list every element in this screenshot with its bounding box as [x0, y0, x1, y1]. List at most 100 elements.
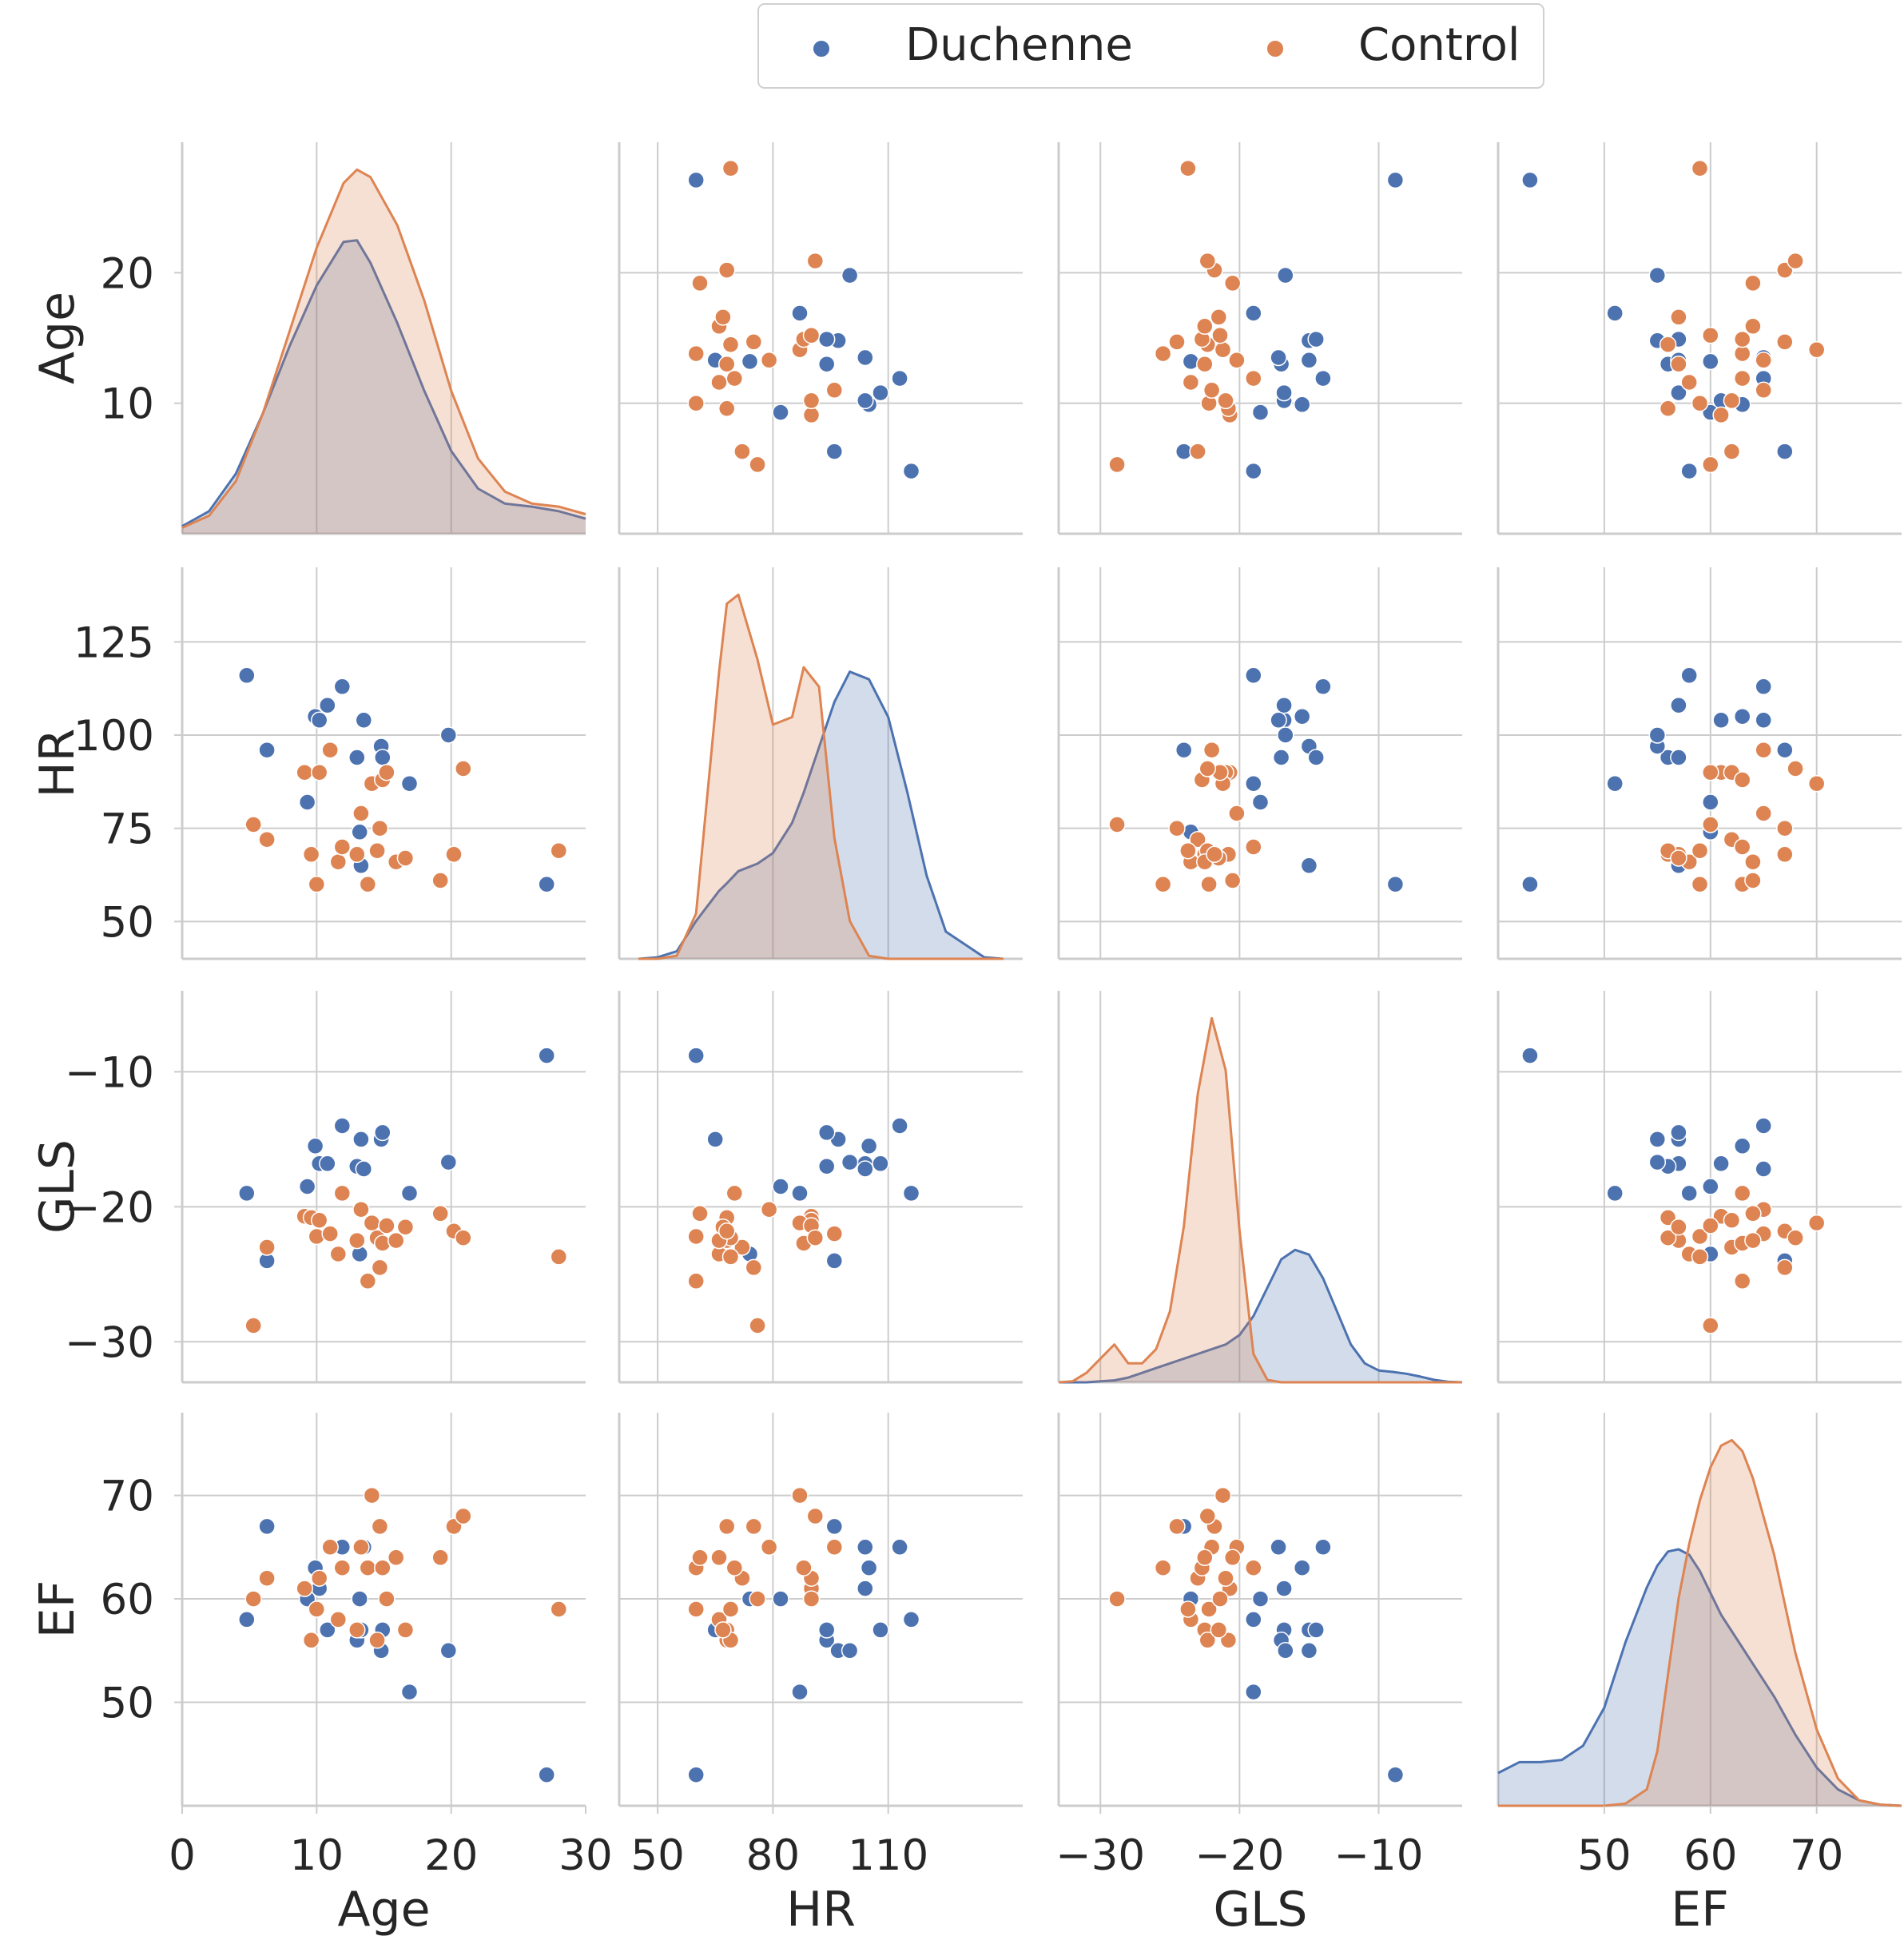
point-duchenne — [1755, 678, 1772, 696]
point-duchenne — [333, 1117, 352, 1135]
point-control — [1733, 771, 1751, 789]
point-duchenne — [817, 1621, 836, 1639]
point-duchenne — [1251, 1590, 1270, 1608]
point-duchenne — [319, 696, 336, 714]
point-control — [359, 1272, 377, 1290]
point-control — [1723, 443, 1741, 460]
point-control — [378, 763, 396, 781]
panel-gls-vs-gls — [1057, 991, 1463, 1384]
point-control — [396, 1621, 415, 1639]
panel-ef-vs-age — [181, 1413, 586, 1807]
point-duchenne — [400, 774, 419, 793]
point-duchenne — [1314, 1538, 1332, 1556]
point-duchenne — [1386, 1766, 1405, 1783]
point-control — [1776, 1258, 1794, 1277]
point-duchenne — [891, 1117, 908, 1135]
point-control — [1200, 875, 1218, 893]
point-duchenne — [817, 355, 836, 373]
point-control — [310, 763, 328, 781]
point-control — [721, 336, 740, 353]
point-control — [1198, 760, 1217, 777]
x-tick-label-age: 30 — [558, 1831, 612, 1880]
point-control — [302, 845, 320, 864]
point-control — [1168, 819, 1186, 837]
point-control — [1168, 1517, 1186, 1536]
panel-hr-vs-ef — [1497, 567, 1902, 960]
point-duchenne — [1606, 304, 1624, 322]
legend-label-control: Control — [1358, 19, 1520, 71]
legend: Duchenne Control — [757, 3, 1544, 89]
kde-line-control — [1058, 1016, 1462, 1384]
x-tick-label-ef: 70 — [1790, 1831, 1843, 1880]
point-duchenne — [1300, 352, 1318, 369]
point-control — [348, 1231, 366, 1250]
point-control — [1702, 326, 1719, 344]
point-duchenne — [1776, 741, 1794, 759]
point-control — [687, 1227, 705, 1246]
point-duchenne — [238, 1184, 256, 1203]
point-duchenne — [860, 1559, 878, 1576]
point-duchenne — [1275, 696, 1293, 714]
point-control — [1202, 741, 1221, 759]
point-control — [687, 1272, 705, 1290]
point-control — [348, 845, 366, 864]
point-control — [308, 1600, 326, 1618]
point-control — [791, 1486, 809, 1505]
point-control — [308, 875, 326, 893]
y-axis-label-hr: HR — [30, 729, 85, 798]
point-duchenne — [817, 1157, 836, 1175]
y-axis-label-age: Age — [30, 292, 85, 384]
point-duchenne — [258, 1517, 276, 1536]
point-control — [749, 1317, 766, 1334]
point-duchenne — [374, 749, 392, 766]
x-tick-label-hr: 110 — [848, 1831, 928, 1880]
point-duchenne — [772, 1178, 789, 1195]
point-control — [258, 830, 276, 849]
x-tick-label-hr: 50 — [630, 1831, 684, 1880]
point-control — [1702, 1317, 1719, 1334]
point-control — [1733, 1184, 1751, 1203]
kde-fill-control — [1498, 1440, 1902, 1806]
point-duchenne — [1245, 774, 1262, 793]
y-tick-label-hr: 50 — [101, 898, 154, 947]
point-control — [687, 344, 705, 363]
point-duchenne — [1275, 384, 1293, 402]
point-control — [1659, 400, 1677, 417]
panel-ef-vs-ef — [1497, 1413, 1902, 1807]
point-control — [1196, 317, 1214, 336]
point-duchenne — [1245, 1611, 1262, 1628]
point-control — [321, 1538, 339, 1556]
point-control — [378, 1590, 396, 1608]
point-control — [1702, 455, 1719, 474]
point-control — [1202, 381, 1221, 400]
point-duchenne — [351, 1590, 368, 1608]
point-duchenne — [1386, 171, 1405, 189]
point-duchenne — [857, 1538, 874, 1556]
point-control — [1702, 816, 1719, 833]
y-tick-label-ef: 50 — [101, 1680, 154, 1728]
point-duchenne — [400, 1683, 419, 1701]
point-duchenne — [1702, 793, 1719, 811]
point-duchenne — [1307, 1621, 1325, 1639]
point-control — [1744, 1205, 1762, 1222]
point-control — [302, 1632, 320, 1649]
point-control — [371, 1258, 389, 1277]
point-control — [721, 159, 740, 177]
point-duchenne — [1606, 1184, 1624, 1203]
kde-line-control — [638, 593, 1004, 960]
point-duchenne — [1702, 1178, 1719, 1195]
point-control — [1198, 252, 1217, 270]
point-duchenne — [1300, 1642, 1318, 1660]
point-duchenne — [1270, 348, 1287, 367]
point-duchenne — [857, 392, 874, 410]
point-control — [321, 741, 339, 759]
point-control — [1179, 841, 1197, 860]
point-control — [363, 1486, 381, 1505]
point-duchenne — [310, 711, 328, 729]
point-duchenne — [1521, 875, 1539, 893]
point-control — [1691, 1227, 1709, 1246]
panel-gls-vs-hr — [618, 991, 1023, 1384]
point-duchenne — [1521, 171, 1539, 189]
point-control — [1108, 1590, 1126, 1608]
point-control — [1214, 1486, 1232, 1505]
